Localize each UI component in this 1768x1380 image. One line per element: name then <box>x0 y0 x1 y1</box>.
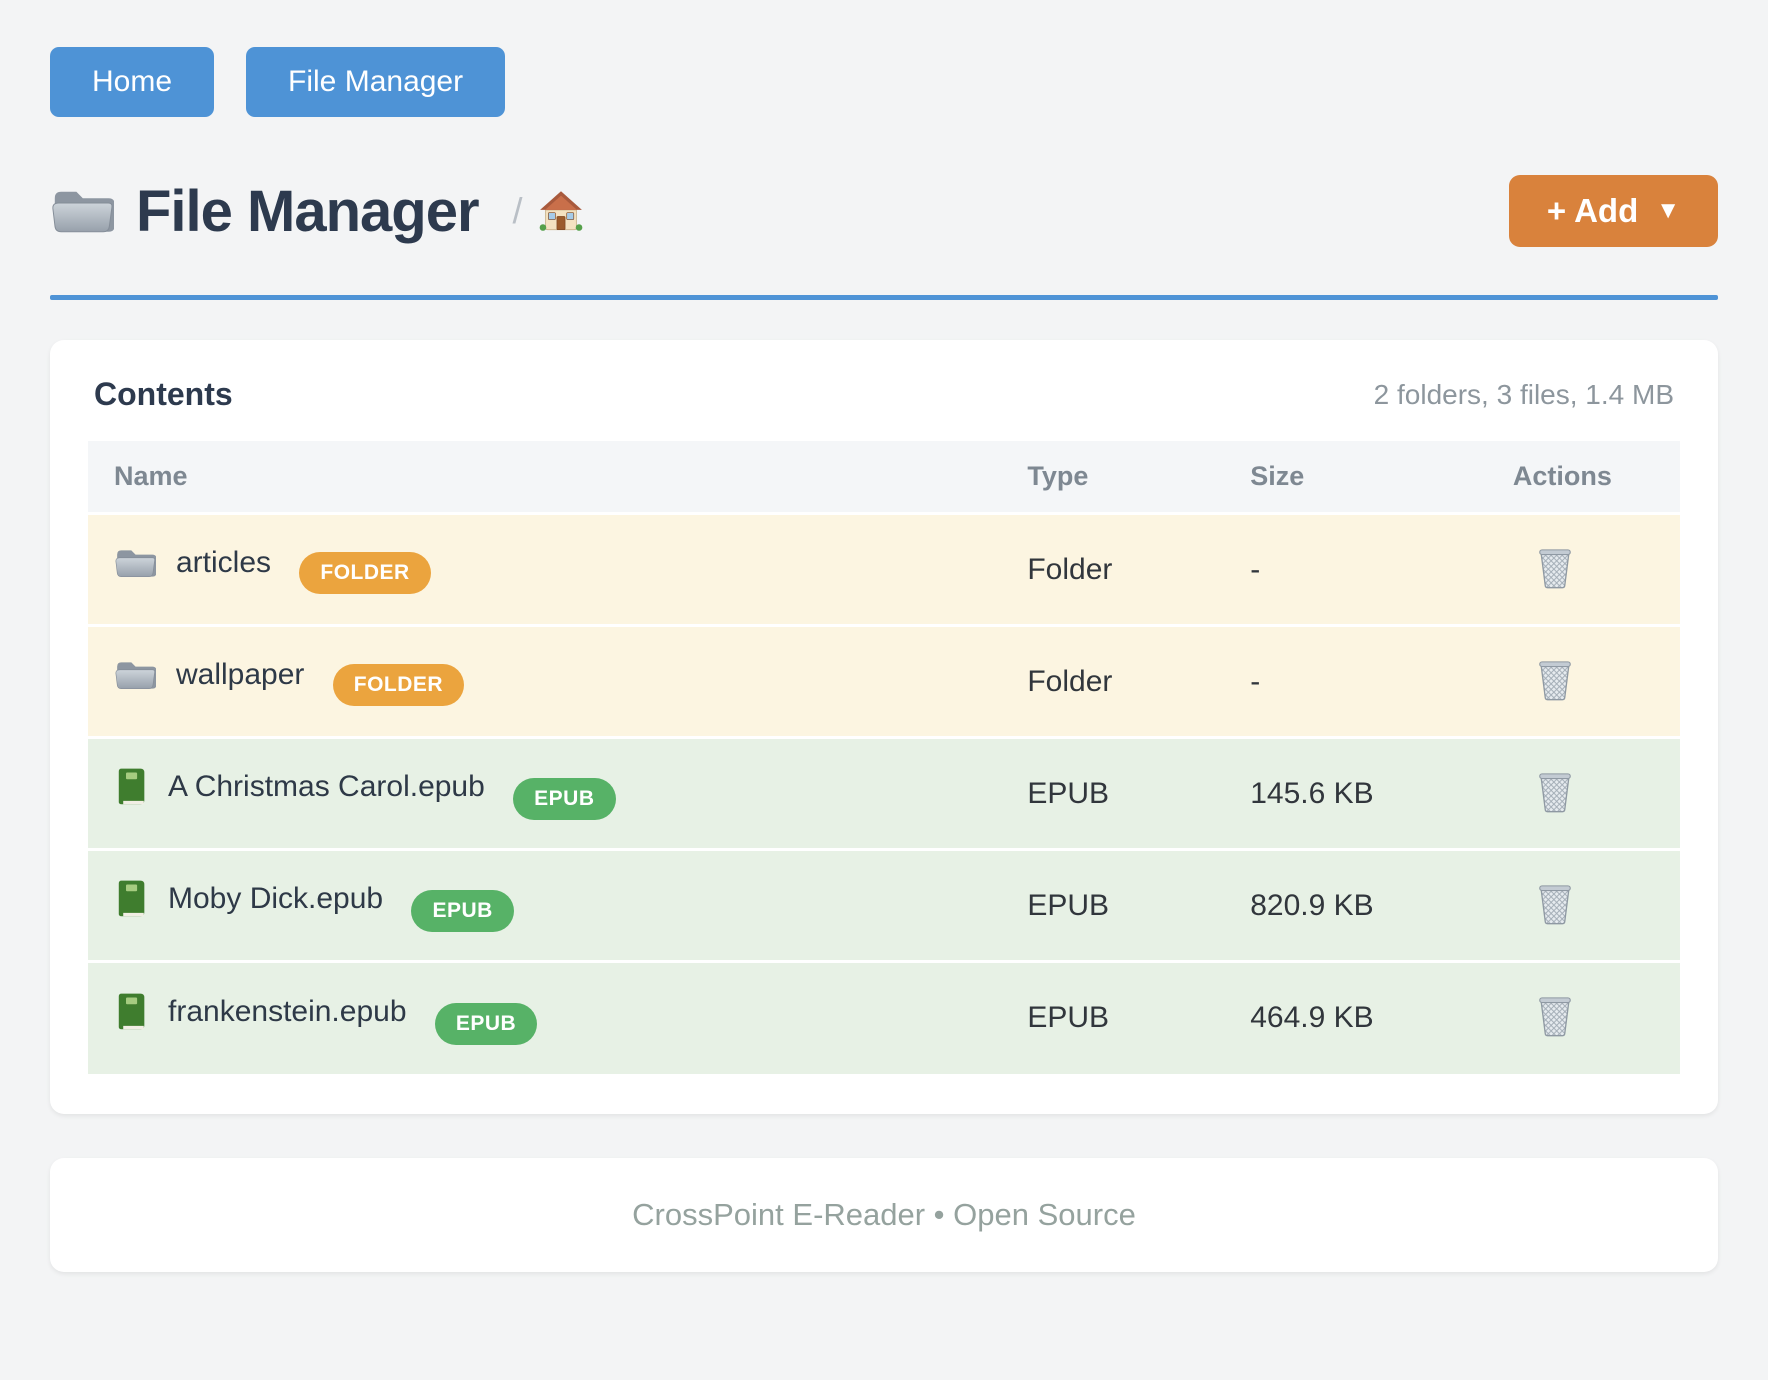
size-cell: 464.9 KB <box>1234 961 1497 1074</box>
file-table: Name Type Size Actions <box>88 441 1680 1074</box>
actions-cell <box>1496 849 1680 962</box>
folder-icon <box>50 183 114 239</box>
add-button-label: + Add <box>1546 192 1639 229</box>
table-row: wallpaper FOLDER Folder - <box>88 625 1680 738</box>
actions-cell <box>1496 625 1680 738</box>
size-cell: - <box>1234 513 1497 626</box>
file-link[interactable]: A Christmas Carol.epub <box>114 767 485 807</box>
page-header: File Manager / <box>50 175 1718 247</box>
type-badge: EPUB <box>411 890 514 933</box>
page: Home File Manager File Manager / <box>50 0 1718 1272</box>
delete-button[interactable] <box>1533 655 1577 708</box>
folder-icon <box>114 545 156 581</box>
file-manager-button[interactable]: File Manager <box>246 47 506 117</box>
actions-cell <box>1496 513 1680 626</box>
trash-icon <box>1537 995 1573 1037</box>
delete-button[interactable] <box>1533 543 1577 596</box>
delete-button[interactable] <box>1533 879 1577 932</box>
contents-summary: 2 folders, 3 files, 1.4 MB <box>1373 378 1674 410</box>
type-badge: FOLDER <box>299 552 431 595</box>
contents-card: Contents 2 folders, 3 files, 1.4 MB Name… <box>50 340 1718 1114</box>
file-name: A Christmas Carol.epub <box>168 769 485 803</box>
type-cell: EPUB <box>1011 849 1235 962</box>
type-badge: EPUB <box>513 778 616 821</box>
delete-button[interactable] <box>1533 767 1577 820</box>
name-cell: frankenstein.epub EPUB <box>88 961 1012 1074</box>
name-column-header: Name <box>88 441 1012 514</box>
name-cell: A Christmas Carol.epub EPUB <box>88 737 1012 850</box>
header-divider <box>50 295 1718 300</box>
green-book-icon <box>114 879 148 919</box>
file-table-body: articles FOLDER Folder - <box>88 513 1680 1074</box>
type-cell: EPUB <box>1011 737 1235 850</box>
file-link[interactable]: articles <box>114 545 271 581</box>
actions-column-header: Actions <box>1496 441 1680 514</box>
contents-title: Contents <box>94 376 233 412</box>
table-row: articles FOLDER Folder - <box>88 513 1680 626</box>
home-breadcrumb-link[interactable] <box>539 189 583 233</box>
table-row: Moby Dick.epub EPUB EPUB 820.9 KB <box>88 849 1680 962</box>
home-button[interactable]: Home <box>50 47 215 117</box>
footer-text: CrossPoint E-Reader • Open Source <box>632 1196 1136 1232</box>
folder-icon <box>114 657 156 693</box>
name-cell: Moby Dick.epub EPUB <box>88 849 1012 962</box>
size-cell: - <box>1234 625 1497 738</box>
actions-cell <box>1496 737 1680 850</box>
file-name: frankenstein.epub <box>168 994 407 1028</box>
type-badge: FOLDER <box>332 664 465 707</box>
type-cell: EPUB <box>1011 961 1235 1074</box>
name-cell: wallpaper FOLDER <box>88 625 1012 738</box>
file-table-head: Name Type Size Actions <box>88 441 1680 514</box>
file-link[interactable]: wallpaper <box>114 657 304 693</box>
house-icon <box>539 189 583 233</box>
file-name: wallpaper <box>176 657 305 691</box>
trash-icon <box>1537 547 1573 589</box>
header-row: Name Type Size Actions <box>88 441 1680 514</box>
actions-cell <box>1496 961 1680 1074</box>
green-book-icon <box>114 992 148 1032</box>
trash-icon <box>1537 883 1573 925</box>
table-row: frankenstein.epub EPUB EPUB 464.9 KB <box>88 961 1680 1074</box>
file-link[interactable]: frankenstein.epub <box>114 992 407 1032</box>
breadcrumb: / <box>513 189 583 233</box>
type-cell: Folder <box>1011 625 1235 738</box>
file-name: Moby Dick.epub <box>168 881 384 915</box>
top-nav: Home File Manager <box>50 0 1718 117</box>
file-name: articles <box>176 545 272 579</box>
delete-button[interactable] <box>1533 991 1577 1044</box>
size-cell: 145.6 KB <box>1234 737 1497 850</box>
breadcrumb-separator: / <box>512 190 523 231</box>
size-cell: 820.9 KB <box>1234 849 1497 962</box>
footer: CrossPoint E-Reader • Open Source <box>50 1157 1718 1272</box>
name-cell: articles FOLDER <box>88 513 1012 626</box>
add-button[interactable]: + Add ▼ <box>1508 175 1718 247</box>
type-column-header: Type <box>1011 441 1235 514</box>
trash-icon <box>1537 771 1573 813</box>
file-link[interactable]: Moby Dick.epub <box>114 879 383 919</box>
trash-icon <box>1537 659 1573 701</box>
page-title: File Manager <box>136 178 480 244</box>
size-column-header: Size <box>1234 441 1497 514</box>
type-badge: EPUB <box>434 1002 538 1045</box>
type-cell: Folder <box>1011 513 1235 626</box>
contents-card-header: Contents 2 folders, 3 files, 1.4 MB <box>88 376 1680 413</box>
table-row: A Christmas Carol.epub EPUB EPUB 145.6 K… <box>88 737 1680 850</box>
title-group: File Manager / <box>50 178 583 245</box>
caret-down-icon: ▼ <box>1656 197 1680 224</box>
green-book-icon <box>114 767 148 807</box>
